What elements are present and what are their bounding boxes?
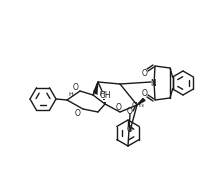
Text: O: O	[73, 82, 79, 91]
Text: O: O	[115, 103, 121, 112]
Text: CH₃: CH₃	[131, 102, 144, 108]
Text: H: H	[99, 91, 104, 97]
Text: O: O	[126, 106, 132, 115]
Text: H: H	[68, 92, 73, 98]
Text: O: O	[126, 124, 132, 133]
Text: OH: OH	[99, 90, 110, 99]
Text: O: O	[141, 69, 147, 78]
Text: O: O	[75, 109, 81, 118]
Text: O: O	[141, 89, 147, 98]
Text: H: H	[92, 90, 97, 96]
Text: N: N	[149, 79, 155, 88]
Polygon shape	[136, 98, 144, 105]
Polygon shape	[94, 82, 98, 94]
